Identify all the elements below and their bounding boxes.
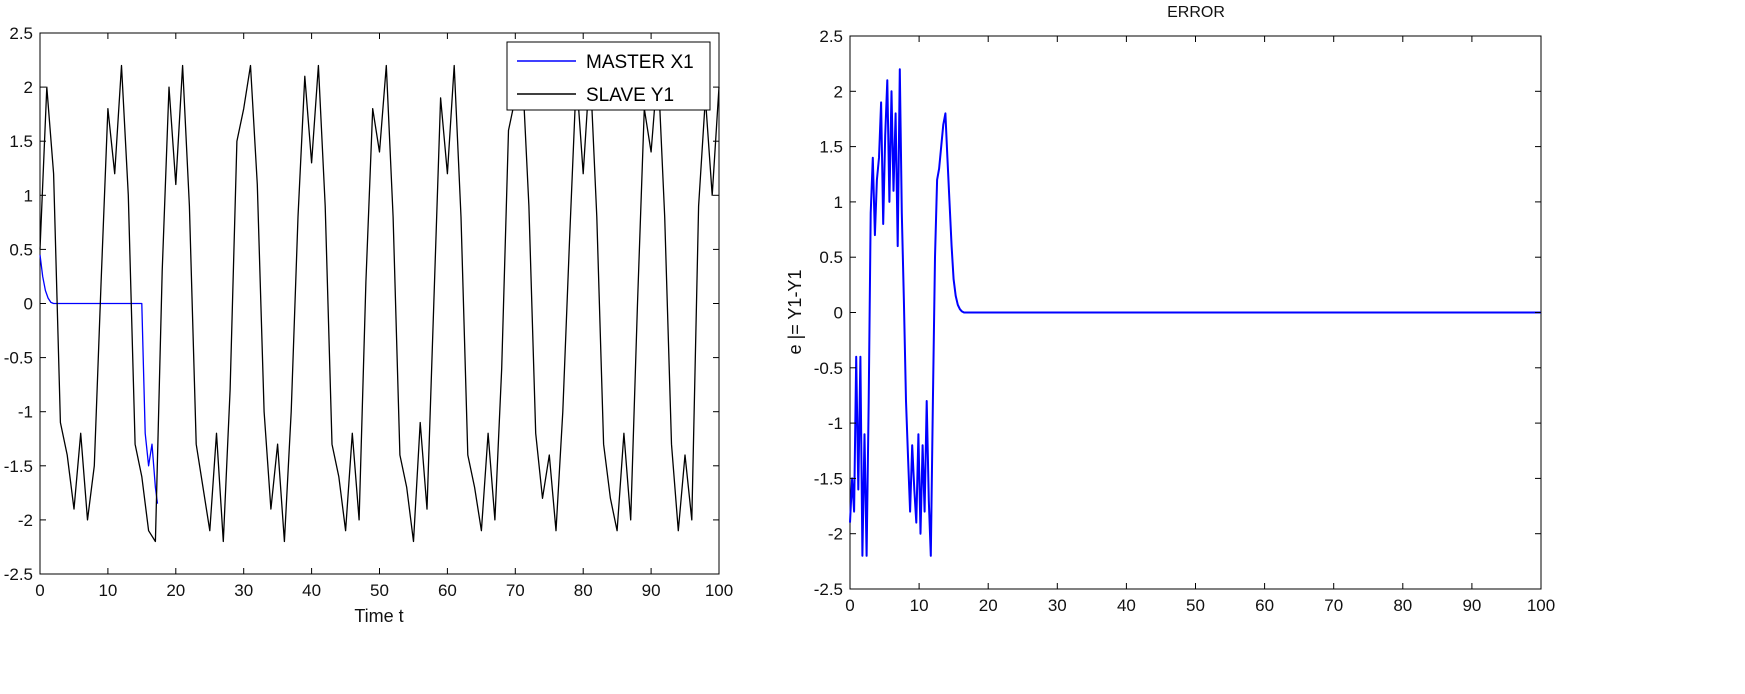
y-tick-label: 0 [834,304,843,323]
x-tick-label: 30 [234,581,253,600]
y-tick-label: -1.5 [4,457,33,476]
y-tick-label: 2 [24,78,33,97]
x-axis-ticks: 0 10 20 30 40 50 60 70 80 90 100 [845,36,1555,615]
x-tick-label: 20 [166,581,185,600]
y-tick-label: -1.5 [814,469,843,488]
x-tick-label: 40 [1117,596,1136,615]
x-tick-label: 50 [1186,596,1205,615]
series-line-error [849,68,1541,557]
x-tick-label: 90 [1462,596,1481,615]
legend-label-slave: SLAVE Y1 [586,85,674,106]
y-tick-label: 2.5 [9,24,33,43]
y-tick-label: -0.5 [814,359,843,378]
y-tick-label: -1 [18,403,33,422]
y-tick-label: -1 [828,414,843,433]
y-tick-label: -0.5 [4,349,33,368]
x-tick-label: 20 [979,596,998,615]
y-tick-label: 1.5 [819,138,843,157]
x-tick-label: 60 [1255,596,1274,615]
series-line-master-x1 [39,254,159,504]
y-axis-label: e |= Y1-Y1 [785,270,805,355]
y-tick-label: -2 [18,511,33,530]
x-tick-label: 30 [1048,596,1067,615]
x-tick-label: 10 [98,581,117,600]
x-tick-label: 70 [1324,596,1343,615]
y-tick-label: 2 [834,82,843,101]
y-tick-label: 2.5 [819,27,843,46]
plot-frame [39,32,720,575]
y-tick-label: 1.5 [9,132,33,151]
legend-box [506,41,711,111]
y-tick-label: 1 [24,186,33,205]
y-axis-ticks: 2.5 2 1.5 1 0.5 0 -0.5 -1 -1.5 -2 -2.5 [4,24,719,584]
chart-title: ERROR [1167,4,1225,21]
legend-label-master: MASTER X1 [586,52,694,73]
y-tick-label: -2.5 [4,565,33,584]
series-line-slave-y1 [39,64,720,543]
x-tick-label: 0 [35,581,44,600]
x-tick-label: 50 [370,581,389,600]
y-axis-ticks: 2.5 2 1.5 1 0.5 0 -0.5 -1 -1.5 -2 -2.5 [814,27,1541,599]
y-tick-label: 0.5 [819,248,843,267]
x-axis-ticks: 0 10 20 30 40 50 60 70 80 90 100 [35,33,733,600]
x-tick-label: 10 [910,596,929,615]
x-tick-label: 40 [302,581,321,600]
x-tick-label: 100 [705,581,733,600]
legend: MASTER X1 SLAVE Y1 [506,41,711,111]
error-plot: 0 10 20 30 40 50 60 70 80 90 100 2.5 2 1.5 1 0.5 0 -0.5 -… [785,4,1555,615]
master-slave-plot: 0 10 20 30 40 50 60 70 80 90 100 2.5 2 1.5 1 0.5 0 -0.5 -… [4,24,733,626]
series-lines [849,68,1541,557]
y-tick-label: -2.5 [814,580,843,599]
x-tick-label: 0 [845,596,854,615]
x-tick-label: 80 [1393,596,1412,615]
x-tick-label: 60 [438,581,457,600]
series-lines [39,64,720,543]
x-tick-label: 90 [642,581,661,600]
y-tick-label: 1 [834,193,843,212]
x-tick-label: 80 [574,581,593,600]
y-tick-label: -2 [828,525,843,544]
x-tick-label: 70 [506,581,525,600]
y-tick-label: 0.5 [9,240,33,259]
x-tick-label: 100 [1527,596,1555,615]
y-tick-label: 0 [24,295,33,314]
x-axis-label: Time t [354,606,403,626]
